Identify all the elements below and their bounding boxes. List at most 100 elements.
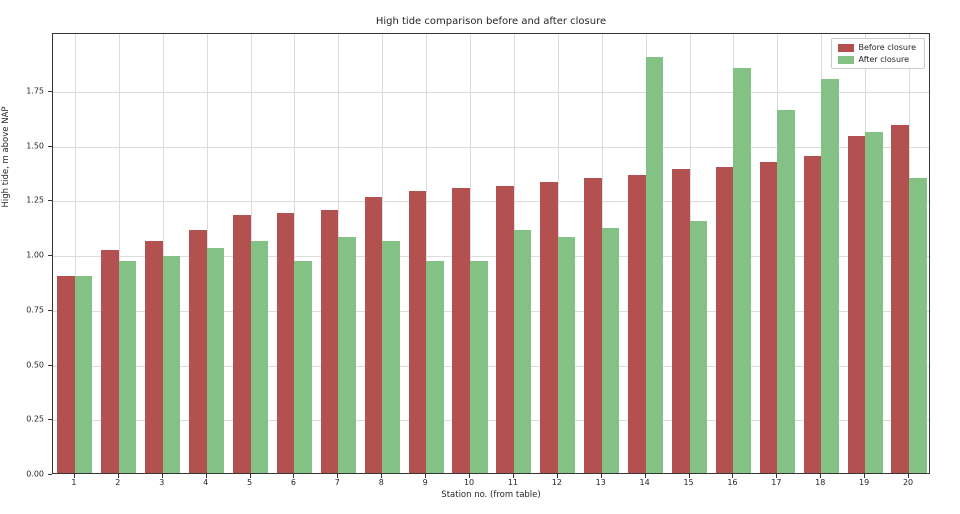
- bar-before-station-8: [364, 197, 383, 473]
- x-tick-mark: [864, 474, 866, 478]
- x-tick-label: 8: [378, 478, 384, 487]
- horizontal-gridline: [53, 146, 929, 148]
- bar-after-station-5: [250, 241, 269, 473]
- bar-after-station-16: [733, 68, 751, 473]
- x-tick-label: 19: [859, 478, 870, 487]
- bar-before-station-11: [496, 186, 514, 473]
- bar-after-station-1: [74, 276, 93, 473]
- x-tick-label: 9: [422, 478, 428, 487]
- x-tick-label: 18: [815, 478, 826, 487]
- bar-after-station-12: [557, 236, 576, 473]
- bar-before-station-3: [145, 241, 163, 473]
- x-tick-label: 3: [159, 478, 165, 487]
- x-tick-mark: [600, 474, 602, 478]
- x-tick-label: 15: [683, 478, 694, 487]
- x-axis-label: Station no. (from table): [441, 490, 541, 500]
- legend-label-after-closure: After closure: [858, 55, 910, 64]
- bar-before-station-7: [320, 210, 339, 473]
- vertical-gridline: [118, 34, 120, 473]
- legend-label-before-closure: Before closure: [858, 43, 917, 52]
- x-tick-label: 4: [203, 478, 209, 487]
- bar-after-station-2: [118, 260, 137, 473]
- x-tick-mark: [337, 474, 339, 478]
- y-tick-label: 1.75: [26, 86, 44, 96]
- bar-before-station-10: [452, 188, 471, 473]
- horizontal-gridline: [53, 365, 929, 367]
- horizontal-gridline: [53, 310, 929, 312]
- x-tick-label: 5: [247, 478, 253, 487]
- x-tick-mark: [688, 474, 690, 478]
- x-tick-label: 6: [290, 478, 296, 487]
- bar-before-station-18: [803, 155, 822, 473]
- x-tick-mark: [425, 474, 427, 478]
- legend: Before closure After closure: [830, 38, 925, 69]
- bar-before-station-16: [715, 166, 734, 473]
- chart-title: High tide comparison before and after cl…: [375, 16, 607, 27]
- x-tick-label: 1: [71, 478, 77, 487]
- x-tick-label: 12: [551, 478, 562, 487]
- bar-before-station-1: [57, 276, 75, 473]
- x-tick-label: 2: [115, 478, 121, 487]
- bar-after-station-19: [865, 131, 883, 473]
- horizontal-gridline: [53, 201, 929, 203]
- bar-before-station-2: [101, 249, 119, 473]
- bar-before-station-15: [671, 168, 690, 473]
- y-tick-mark: [48, 255, 52, 257]
- x-tick-mark: [776, 474, 778, 478]
- y-tick-label: 0.00: [26, 469, 44, 479]
- vertical-gridline: [74, 34, 76, 473]
- bar-after-station-15: [689, 221, 708, 473]
- x-tick-mark: [469, 474, 471, 478]
- y-tick-label: 0.50: [26, 360, 44, 370]
- x-tick-label: 16: [727, 478, 738, 487]
- bar-before-station-6: [276, 212, 295, 473]
- y-axis-label: High tide, m above NAP: [1, 106, 11, 208]
- x-tick-mark: [161, 474, 163, 478]
- y-tick-mark: [48, 309, 52, 311]
- bar-before-station-19: [847, 135, 866, 473]
- vertical-gridline: [162, 34, 164, 473]
- y-tick-label: 1.00: [26, 250, 44, 260]
- x-tick-mark: [381, 474, 383, 478]
- legend-item-after-closure: After closure: [837, 55, 917, 64]
- y-tick-label: 0.25: [26, 414, 44, 424]
- x-tick-label: 11: [507, 478, 519, 487]
- y-tick-label: 1.25: [26, 195, 44, 205]
- bar-after-station-3: [162, 256, 181, 473]
- after-closure-swatch: [837, 55, 854, 64]
- bar-after-station-18: [821, 79, 839, 473]
- bar-before-station-9: [408, 190, 427, 473]
- vertical-gridline: [294, 34, 296, 473]
- x-tick-mark: [512, 474, 514, 478]
- x-tick-label: 10: [463, 478, 475, 487]
- bar-after-station-7: [338, 236, 356, 473]
- y-tick-mark: [48, 419, 52, 421]
- legend-item-before-closure: Before closure: [837, 43, 917, 52]
- bar-before-station-13: [584, 177, 602, 473]
- bar-before-station-17: [759, 162, 778, 473]
- vertical-gridline: [426, 34, 428, 473]
- bar-after-station-11: [513, 230, 532, 473]
- bar-before-station-4: [189, 230, 207, 473]
- x-tick-label: 17: [771, 478, 782, 487]
- y-tick-mark: [48, 145, 52, 147]
- bar-after-station-8: [382, 241, 400, 473]
- horizontal-gridline: [53, 420, 929, 422]
- y-tick-label: 1.50: [26, 141, 44, 151]
- horizontal-gridline: [53, 256, 929, 258]
- x-tick-mark: [205, 474, 207, 478]
- x-tick-mark: [293, 474, 295, 478]
- vertical-gridline: [470, 34, 472, 473]
- y-tick-mark: [48, 474, 52, 475]
- bar-after-station-17: [777, 109, 795, 473]
- bar-after-station-9: [426, 260, 444, 473]
- before-closure-swatch: [837, 43, 854, 52]
- plot-area: Before closure After closure: [52, 33, 930, 474]
- bar-before-station-14: [628, 175, 646, 473]
- bar-before-station-5: [232, 214, 251, 473]
- x-tick-mark: [117, 474, 119, 478]
- bar-after-station-4: [206, 247, 225, 473]
- x-tick-label: 7: [334, 478, 340, 487]
- x-tick-mark: [249, 474, 251, 478]
